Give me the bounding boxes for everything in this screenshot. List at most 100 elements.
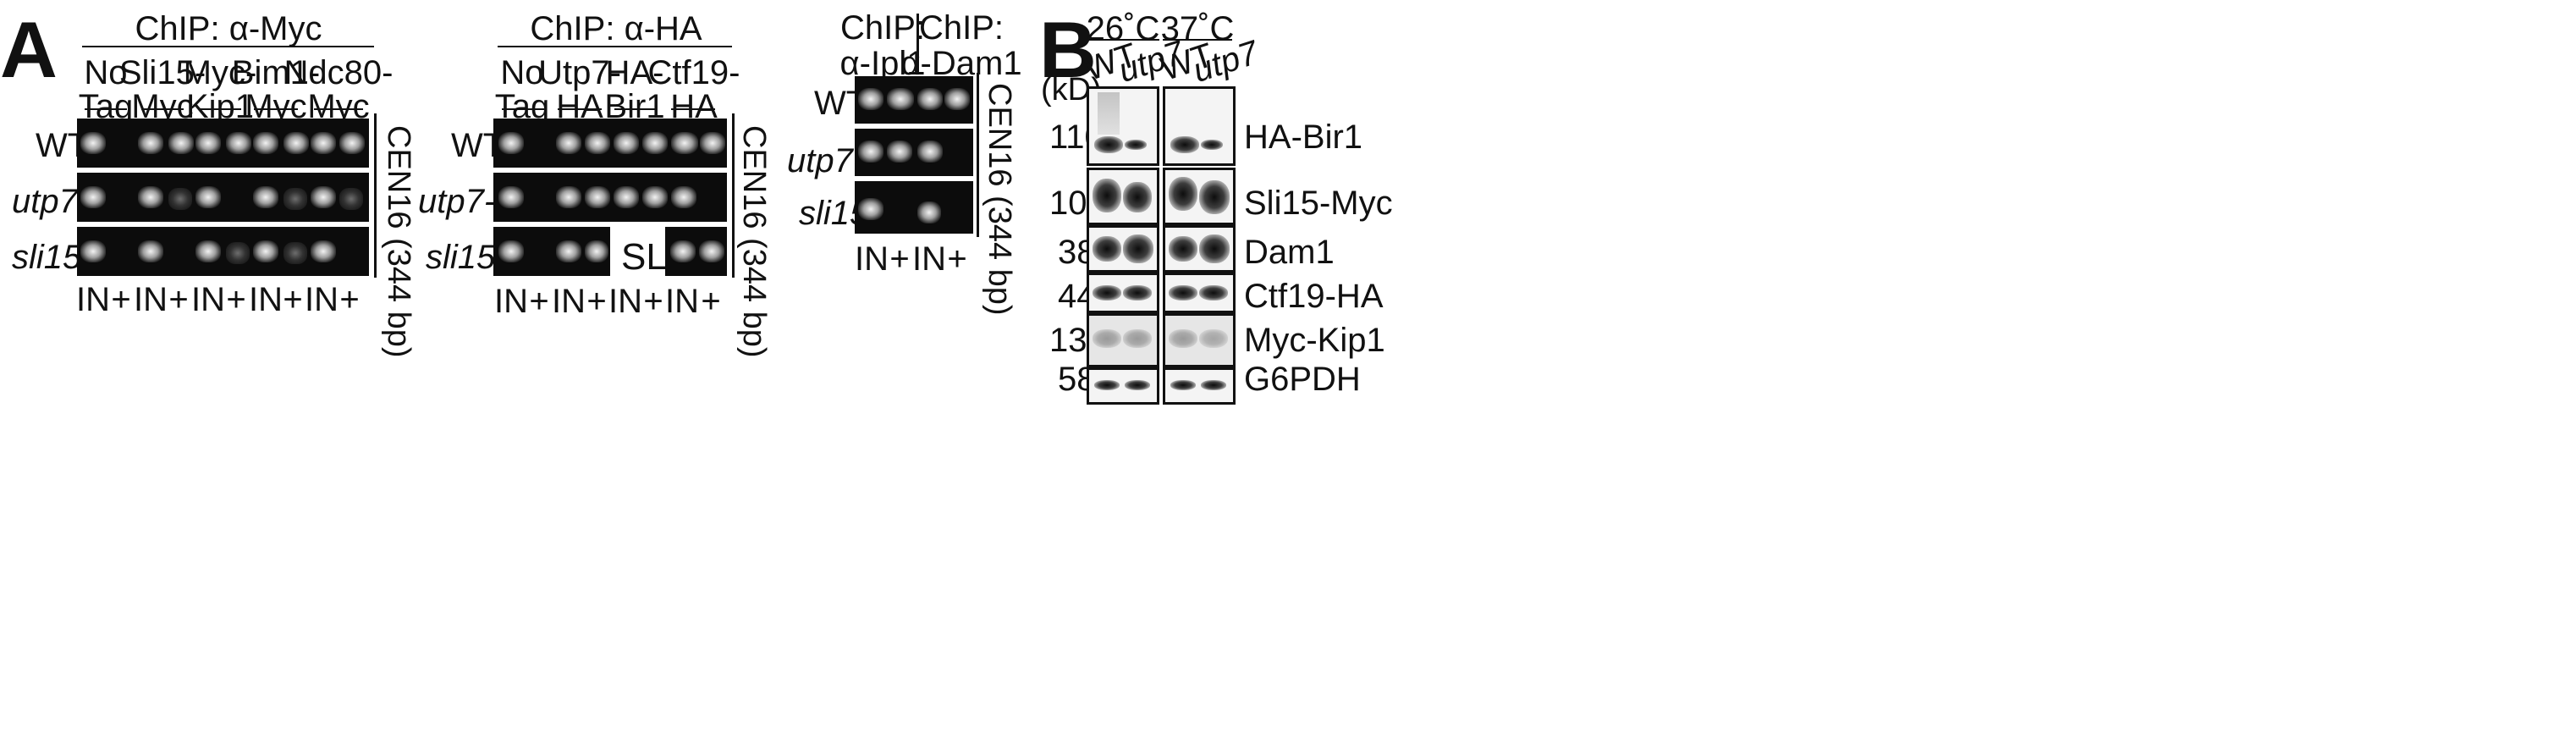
blot-name-ctf19: Ctf19-HA: [1244, 278, 1384, 315]
myc-col-rule: [254, 108, 298, 110]
ipl-side-rule: [977, 73, 979, 237]
ha-gel-wt: [493, 119, 727, 168]
myc-lane: IN: [249, 281, 283, 318]
gel-band: [311, 240, 336, 262]
gel-band: [670, 240, 696, 262]
myc-lane: +: [283, 281, 303, 318]
gel-band: [917, 141, 943, 163]
ha-lane: +: [529, 283, 549, 320]
gel-band: [556, 132, 581, 154]
myc-side-label: CEN16 (344 bp): [381, 125, 416, 358]
gel-band: [585, 132, 610, 154]
gel-band: [858, 198, 883, 220]
blot-name-kip1: Myc-Kip1: [1244, 322, 1385, 359]
ipl-gel-wt: [855, 76, 973, 124]
myc-lane: +: [226, 281, 246, 318]
ha-col-rule: [558, 108, 602, 110]
myc-gel-wt: [77, 119, 369, 168]
gel-band: [614, 132, 639, 154]
ha-lane: IN: [608, 283, 642, 320]
ha-lane: IN: [665, 283, 699, 320]
blot-band: [1093, 179, 1121, 212]
ha-lane: +: [643, 283, 663, 320]
gel-band: [311, 186, 336, 208]
ha-lane: IN: [552, 283, 586, 320]
blot-band: [1199, 234, 1230, 263]
blot-habir1-37: [1163, 86, 1236, 166]
myc-col-bim1: Bim1- Myc: [231, 54, 321, 125]
gel-band: [700, 132, 725, 154]
myc-lane: IN: [76, 281, 110, 318]
gel-band: [498, 132, 524, 154]
blot-band: [1123, 285, 1152, 301]
gel-band: [253, 240, 278, 262]
gel-band: [283, 188, 307, 210]
ipl-lane: IN: [855, 240, 889, 278]
gel-band: [339, 188, 363, 210]
ha-col-rule: [502, 108, 544, 110]
gel-band: [944, 88, 970, 110]
temp-rule-26: [1087, 39, 1159, 41]
gel-band: [671, 132, 698, 154]
gel-band: [699, 240, 724, 262]
blot-band: [1123, 234, 1153, 263]
gel-band: [498, 240, 524, 262]
blot-smear: [1098, 92, 1120, 135]
ipl-col-1: ChIP: α-Ipl1: [839, 9, 926, 82]
gel-band: [283, 242, 307, 264]
myc-col-sli15: Sli15- Myc: [118, 54, 206, 125]
blot-band: [1170, 136, 1199, 153]
gel-band: [917, 88, 943, 110]
gel-band: [195, 132, 221, 154]
blot-ctf19-37: [1163, 273, 1236, 313]
blot-band: [1170, 380, 1196, 390]
blot-band: [1199, 285, 1228, 301]
gel-band: [585, 240, 608, 262]
myc-lane: +: [168, 281, 189, 318]
myc-col-ndc80: Ndc80- Myc: [283, 54, 394, 125]
blot-band: [1093, 236, 1121, 262]
gel-band: [887, 88, 914, 110]
gel-band: [498, 186, 524, 208]
gel-band: [253, 186, 278, 208]
blot-g6pdh-26: [1087, 367, 1159, 405]
ha-gel-sli15-right: [665, 227, 727, 276]
ipl-lane: +: [889, 240, 910, 278]
blot-band: [1169, 285, 1197, 301]
gel-band: [80, 240, 106, 262]
ha-col-bir1: HA- Bir1: [604, 54, 665, 125]
blot-band: [1199, 329, 1228, 348]
blot-name-habir1: HA-Bir1: [1244, 119, 1363, 156]
blot-name-dam1: Dam1: [1244, 234, 1335, 271]
gel-band: [858, 88, 883, 110]
blot-dam1-37: [1163, 225, 1236, 273]
myc-col-rule: [141, 108, 184, 110]
myc-col-rule: [85, 108, 127, 110]
ipl-side-label: CEN16 (344 bp): [982, 83, 1017, 316]
gel-band: [642, 132, 668, 154]
myc-title-rule: [82, 46, 374, 47]
blot-sli15-37: [1163, 168, 1236, 225]
blot-band: [1093, 285, 1121, 301]
temp-26: 26˚C: [1086, 10, 1160, 47]
ha-lane: +: [701, 283, 721, 320]
gel-band: [556, 240, 581, 262]
blot-name-g6pdh: G6PDH: [1244, 361, 1361, 398]
myc-col-rule: [314, 108, 363, 110]
gel-band: [138, 186, 163, 208]
myc-lane: +: [111, 281, 131, 318]
gel-band: [80, 132, 106, 154]
gel-band: [226, 242, 250, 264]
blot-name-sli15: Sli15-Myc: [1244, 185, 1393, 222]
ha-side-rule: [732, 113, 735, 278]
ha-sl-label: SL: [621, 236, 667, 278]
gel-band: [168, 188, 192, 210]
ipl-col-2: ChIP: α-Dam1: [900, 9, 1022, 82]
myc-side-rule: [374, 113, 377, 278]
myc-lane: +: [339, 281, 360, 318]
myc-col-notag: No Tag: [78, 54, 134, 125]
gel-band: [671, 186, 696, 208]
ha-side-label: CEN16 (344 bp): [736, 125, 772, 358]
ha-col-rule: [614, 108, 657, 110]
ha-title-rule: [498, 46, 732, 47]
